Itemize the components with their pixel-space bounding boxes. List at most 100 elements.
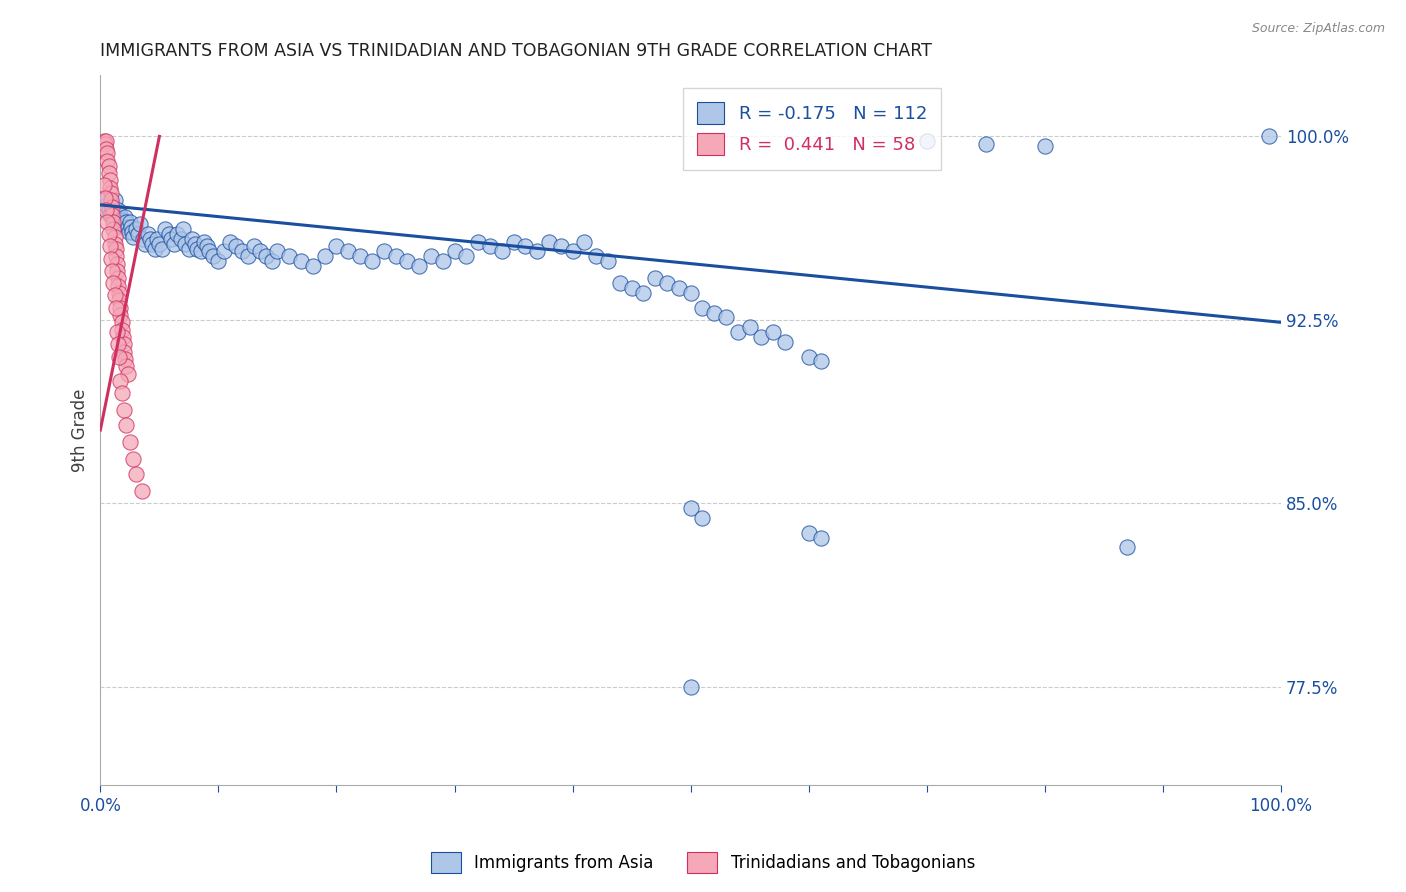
Point	[122, 452, 145, 467]
Point	[184, 237, 207, 252]
Point	[127, 227, 149, 242]
Point	[110, 308, 132, 322]
Point	[537, 235, 560, 249]
Point	[103, 222, 125, 236]
Point	[100, 195, 122, 210]
Point	[561, 244, 583, 259]
Point	[198, 244, 221, 259]
Point	[1116, 541, 1139, 555]
Point	[214, 244, 236, 259]
Point	[169, 232, 191, 246]
Point	[111, 215, 134, 229]
Point	[515, 239, 537, 253]
Point	[810, 531, 832, 545]
Point	[181, 232, 204, 246]
Point	[96, 146, 118, 161]
Point	[121, 225, 143, 239]
Point	[207, 254, 229, 268]
Point	[193, 235, 215, 249]
Point	[96, 134, 118, 148]
Point	[110, 208, 132, 222]
Point	[110, 315, 132, 329]
Point	[107, 271, 129, 285]
Point	[177, 242, 200, 256]
Point	[201, 249, 224, 263]
Point	[107, 202, 129, 217]
Point	[97, 227, 120, 242]
Point	[104, 242, 127, 256]
Point	[122, 229, 145, 244]
Point	[797, 350, 820, 364]
Point	[98, 239, 121, 253]
Point	[108, 285, 131, 300]
Point	[93, 134, 115, 148]
Point	[115, 418, 138, 433]
Point	[100, 186, 122, 200]
Point	[384, 249, 406, 263]
Point	[96, 153, 118, 168]
Point	[105, 264, 128, 278]
Point	[110, 301, 132, 315]
Point	[120, 219, 142, 234]
Point	[266, 244, 288, 259]
Point	[609, 276, 631, 290]
Point	[117, 367, 139, 381]
Point	[112, 219, 135, 234]
Point	[104, 249, 127, 263]
Point	[110, 212, 132, 227]
Point	[655, 276, 678, 290]
Point	[915, 134, 938, 148]
Point	[714, 310, 737, 325]
Point	[231, 244, 253, 259]
Point	[157, 227, 180, 242]
Point	[100, 252, 122, 266]
Point	[361, 254, 384, 268]
Point	[110, 386, 132, 401]
Point	[155, 222, 177, 236]
Point	[478, 239, 501, 253]
Point	[105, 325, 128, 339]
Point	[118, 225, 141, 239]
Point	[96, 202, 118, 217]
Point	[225, 239, 247, 253]
Point	[132, 232, 155, 246]
Text: Source: ZipAtlas.com: Source: ZipAtlas.com	[1251, 22, 1385, 36]
Point	[254, 249, 277, 263]
Point	[751, 330, 773, 344]
Point	[131, 484, 153, 499]
Point	[162, 237, 184, 252]
Point	[114, 351, 136, 366]
Point	[104, 210, 127, 224]
Point	[101, 264, 124, 278]
Point	[190, 244, 212, 259]
Point	[337, 244, 360, 259]
Point	[103, 205, 125, 219]
Point	[117, 219, 139, 234]
Point	[101, 200, 124, 214]
Point	[373, 244, 395, 259]
Point	[314, 249, 336, 263]
Point	[633, 285, 655, 300]
Point	[146, 232, 169, 246]
Point	[502, 235, 524, 249]
Point	[118, 435, 141, 450]
Point	[104, 301, 127, 315]
Point	[103, 276, 125, 290]
Point	[396, 254, 419, 268]
Point	[236, 249, 259, 263]
Point	[762, 325, 785, 339]
Legend: R = -0.175   N = 112, R =  0.441   N = 58: R = -0.175 N = 112, R = 0.441 N = 58	[682, 87, 942, 169]
Point	[703, 305, 725, 319]
Point	[103, 288, 125, 302]
Point	[550, 239, 572, 253]
Point	[249, 244, 271, 259]
Point	[96, 198, 118, 212]
Point	[94, 190, 117, 204]
Point	[114, 210, 136, 224]
Point	[96, 215, 118, 229]
Point	[103, 193, 125, 207]
Point	[112, 344, 135, 359]
Point	[134, 237, 156, 252]
Point	[112, 403, 135, 417]
Point	[243, 239, 266, 253]
